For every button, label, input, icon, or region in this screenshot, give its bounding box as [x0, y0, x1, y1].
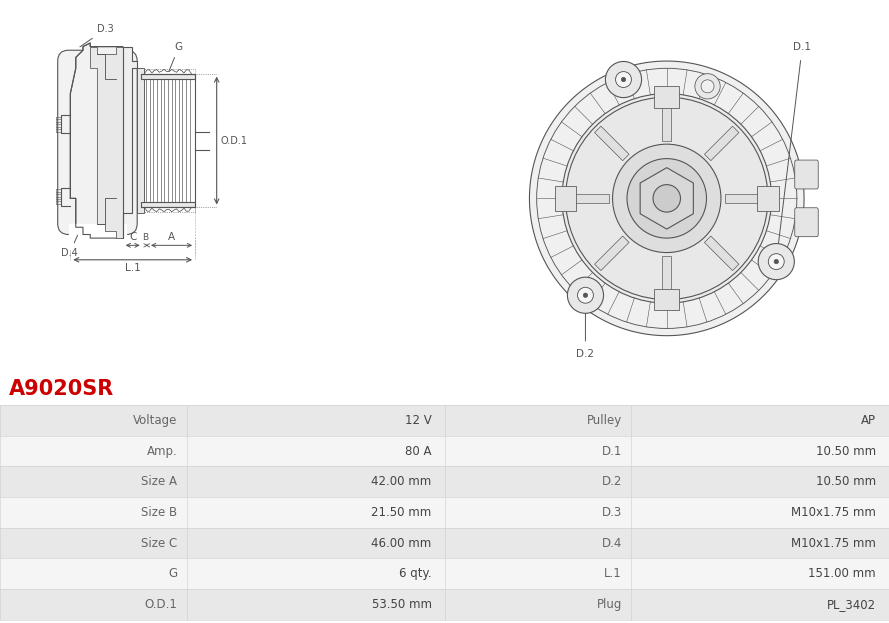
- Polygon shape: [140, 74, 195, 79]
- Circle shape: [774, 259, 779, 264]
- Text: 42.00 mm: 42.00 mm: [372, 475, 432, 488]
- Text: Pulley: Pulley: [587, 414, 621, 427]
- Circle shape: [768, 254, 784, 270]
- Circle shape: [567, 277, 604, 313]
- Text: O.D.1: O.D.1: [220, 136, 247, 146]
- Text: 46.00 mm: 46.00 mm: [372, 536, 432, 549]
- Text: D.3: D.3: [80, 24, 114, 47]
- Text: D.4: D.4: [602, 536, 621, 549]
- Circle shape: [653, 184, 680, 212]
- Polygon shape: [725, 194, 765, 203]
- Circle shape: [562, 93, 772, 303]
- Text: 10.50 mm: 10.50 mm: [816, 444, 877, 457]
- Polygon shape: [137, 69, 144, 213]
- Text: Size C: Size C: [141, 536, 177, 549]
- Text: D.4: D.4: [61, 235, 78, 258]
- Text: A9020SR: A9020SR: [9, 379, 114, 399]
- Text: O.D.1: O.D.1: [145, 598, 177, 611]
- Circle shape: [758, 244, 795, 280]
- Polygon shape: [704, 126, 739, 161]
- Text: Plug: Plug: [597, 598, 621, 611]
- Polygon shape: [555, 186, 576, 211]
- FancyBboxPatch shape: [795, 207, 818, 237]
- Text: 151.00 mm: 151.00 mm: [808, 568, 877, 581]
- Text: M10x1.75 mm: M10x1.75 mm: [791, 536, 877, 549]
- Polygon shape: [654, 288, 679, 310]
- Polygon shape: [90, 47, 123, 238]
- Polygon shape: [140, 202, 195, 207]
- Text: G: G: [168, 568, 177, 581]
- Text: 12 V: 12 V: [404, 414, 432, 427]
- Polygon shape: [595, 126, 629, 161]
- Polygon shape: [530, 61, 804, 336]
- Circle shape: [695, 74, 720, 99]
- Circle shape: [621, 77, 626, 82]
- Circle shape: [583, 293, 588, 297]
- Polygon shape: [662, 101, 671, 141]
- Circle shape: [613, 144, 721, 252]
- Polygon shape: [757, 186, 779, 211]
- Polygon shape: [70, 43, 123, 238]
- Text: G: G: [169, 42, 183, 71]
- Polygon shape: [662, 256, 671, 296]
- Text: 21.50 mm: 21.50 mm: [372, 506, 432, 519]
- Text: D.1: D.1: [777, 42, 812, 256]
- FancyBboxPatch shape: [58, 50, 137, 234]
- Text: Voltage: Voltage: [133, 414, 177, 427]
- Text: 10.50 mm: 10.50 mm: [816, 475, 877, 488]
- Text: 6 qty.: 6 qty.: [399, 568, 432, 581]
- Text: 80 A: 80 A: [405, 444, 432, 457]
- Circle shape: [615, 72, 631, 87]
- Text: Size A: Size A: [141, 475, 177, 488]
- Text: L.1: L.1: [605, 568, 621, 581]
- Text: B: B: [142, 233, 148, 242]
- Polygon shape: [123, 47, 137, 238]
- Text: 53.50 mm: 53.50 mm: [372, 598, 432, 611]
- Polygon shape: [654, 87, 679, 108]
- Text: M10x1.75 mm: M10x1.75 mm: [791, 506, 877, 519]
- Text: D.3: D.3: [602, 506, 621, 519]
- Circle shape: [565, 97, 768, 300]
- Polygon shape: [640, 168, 693, 229]
- Text: D.1: D.1: [602, 444, 621, 457]
- Text: Size B: Size B: [141, 506, 177, 519]
- Polygon shape: [569, 194, 609, 203]
- Text: AP: AP: [861, 414, 877, 427]
- Circle shape: [701, 80, 714, 93]
- Text: L.1: L.1: [124, 263, 140, 273]
- Circle shape: [627, 159, 707, 238]
- Circle shape: [578, 287, 593, 303]
- Text: D.2: D.2: [576, 290, 595, 359]
- Text: Amp.: Amp.: [147, 444, 177, 457]
- Circle shape: [605, 62, 642, 98]
- Text: D.2: D.2: [602, 475, 621, 488]
- Text: PL_3402: PL_3402: [827, 598, 877, 611]
- Text: A: A: [168, 232, 175, 242]
- FancyBboxPatch shape: [795, 160, 818, 189]
- Text: C: C: [129, 232, 136, 242]
- Polygon shape: [595, 236, 629, 270]
- Polygon shape: [704, 236, 739, 270]
